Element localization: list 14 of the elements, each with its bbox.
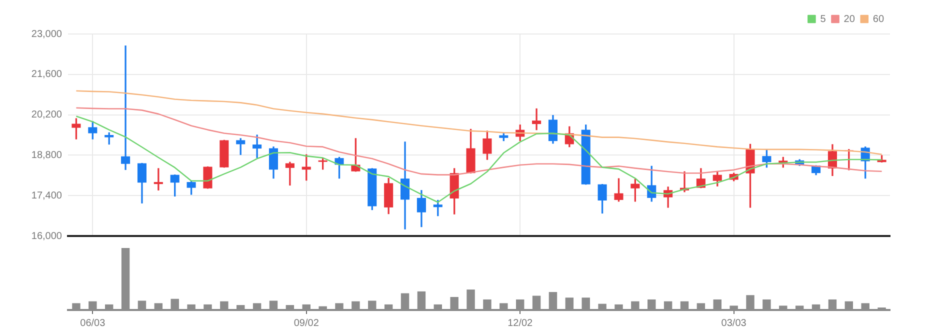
x-tick-label: 03/03	[721, 318, 747, 329]
x-tick-label: 06/03	[80, 318, 106, 329]
y-tick-label: 21,600	[31, 69, 62, 80]
legend-label: 20	[844, 14, 856, 25]
y-tick-label: 20,200	[31, 110, 62, 121]
y-tick-label: 16,000	[31, 230, 62, 242]
y-tick-label: 17,400	[31, 190, 62, 202]
x-tick-label: 12/02	[508, 318, 534, 329]
x-tick-label: 09/02	[294, 318, 320, 329]
y-tick-label: 23,000	[31, 28, 62, 40]
candlestick	[72, 118, 81, 140]
legend-label: 5	[820, 14, 826, 25]
y-tick-label: 18,800	[31, 150, 62, 161]
legend-label: 60	[872, 14, 884, 25]
